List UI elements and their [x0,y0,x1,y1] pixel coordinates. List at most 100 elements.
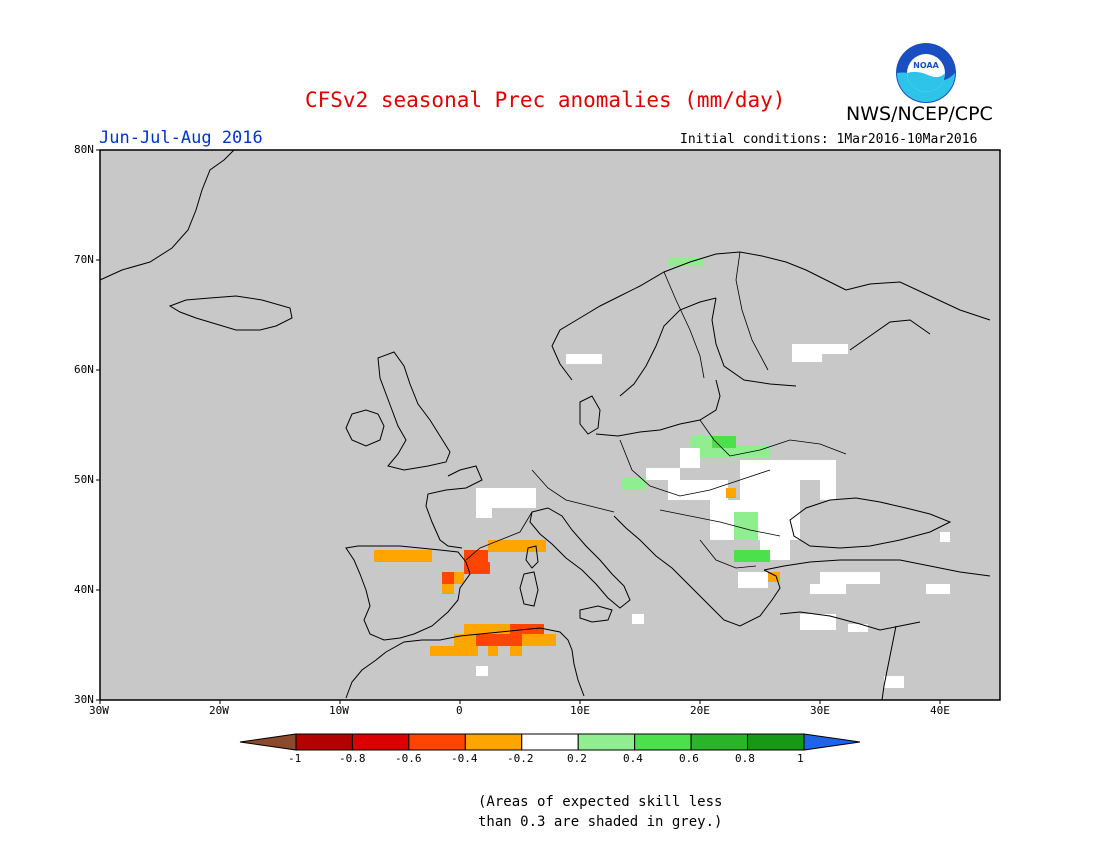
anomaly-cell-orange [768,572,780,582]
legend-tick: -0.6 [395,752,422,765]
skill-note: (Areas of expected skill less than 0.3 a… [478,792,722,832]
africa-atlantic-coast [345,651,387,699]
anomaly-cell-green [668,258,704,266]
lon-label: 10W [329,704,349,717]
sweden-coast [619,297,717,397]
anomaly-cell-white [680,448,700,468]
anomaly-cell-white [566,354,602,364]
initial-conditions: Initial conditions: 1Mar2016-10Mar2016 [680,132,978,147]
country-borders [465,251,847,569]
anomaly-cell-green [712,436,736,448]
agency-label: NWS/NCEP/CPC [846,103,993,125]
anomaly-cell-orange [488,540,546,552]
iceland-coast [168,295,293,331]
anomaly-cell-white [646,468,680,480]
anomaly-cells [374,258,950,688]
legend-swatch [351,733,410,751]
skill-note-line: (Areas of expected skill less [478,794,723,810]
anomaly-cell-red [476,634,522,646]
anomaly-cell-white [738,572,768,588]
forecast-period: Jun-Jul-Aug 2016 [99,128,263,148]
skill-note-line: than 0.3 are shaded in grey.) [478,814,723,830]
anomaly-cell-white [884,676,904,688]
lat-label: 60N [74,363,94,376]
map-frame [99,149,1001,701]
anomaly-cell-white [476,508,492,518]
turkey-coast [763,559,991,577]
legend-tick: 0.2 [567,752,587,765]
legend-swatch [295,733,353,751]
noaa-logo-text: NOAA [913,61,939,70]
north-africa-coast [385,627,585,697]
iberia-coast [345,545,471,641]
lon-label: 30E [810,704,830,717]
legend-tick: 0.4 [623,752,643,765]
denmark-coast [579,395,601,435]
anomaly-cell-white [820,572,880,584]
legend-tick: -0.8 [339,752,366,765]
legend-tick: -0.4 [451,752,478,765]
ireland-coast [345,409,385,447]
legend-swatch [803,733,861,751]
anomaly-cell-white [940,532,950,542]
anomaly-cell-orange [510,646,522,656]
axis-ticks [96,149,941,704]
anomaly-cell-red [510,624,544,636]
anomaly-cell-red [442,572,454,584]
anomaly-cell-white [800,614,836,630]
sardinia-coast [519,571,539,607]
border [465,511,533,561]
anomaly-cell-white [810,584,846,594]
balkans-coast [613,515,781,627]
legend-swatch [521,733,579,751]
legend-tick: -1 [288,752,302,765]
anomaly-cell-white [792,352,822,362]
border [531,469,615,513]
anomaly-cell-white [740,480,800,502]
italy-coast [529,507,631,609]
legend-swatch [577,733,636,751]
lat-label: 40N [74,583,94,596]
greenland-coast [99,149,235,281]
anomaly-cell-white [740,460,830,480]
legend-swatch [634,733,692,751]
anomaly-cell-orange [430,646,478,656]
kola-coast [845,281,991,321]
legend-swatch [408,733,466,751]
lat-label: 70N [74,253,94,266]
legend-swatch [464,733,523,751]
legend-tick: 0.6 [679,752,699,765]
lon-label: 20E [690,704,710,717]
border [663,271,705,379]
lat-label: 30N [74,693,94,706]
anomaly-cell-white [848,624,868,632]
anomaly-cell-orange [442,584,454,594]
lon-label: 40E [930,704,950,717]
turkey-south-coast [779,611,921,631]
lat-label: 80N [74,143,94,156]
corsica-coast [525,545,539,569]
anomaly-cell-white [820,460,836,500]
anomaly-cell-white [926,584,950,594]
anomaly-cell-orange [454,572,464,584]
border [699,419,847,457]
baltic-coast [595,379,721,437]
britain-coast [377,351,451,471]
black-sea-coast [789,497,952,549]
lon-label: 30W [89,704,109,717]
map-title: CFSv2 seasonal Prec anomalies (mm/day) [305,88,786,112]
anomaly-cell-green [700,446,770,458]
anomaly-cell-white [792,344,848,354]
legend-tick: -0.2 [507,752,534,765]
lon-label: 10E [570,704,590,717]
coastlines [99,149,991,701]
anomaly-cell-red [464,550,488,562]
legend-tick: 1 [797,752,804,765]
levant-coast [881,625,897,701]
anomaly-cell-red [464,562,490,574]
noaa-logo: NOAA [896,43,956,103]
anomaly-cell-orange [374,550,432,562]
anomaly-cell-green [622,478,646,490]
legend-swatch [690,733,749,751]
